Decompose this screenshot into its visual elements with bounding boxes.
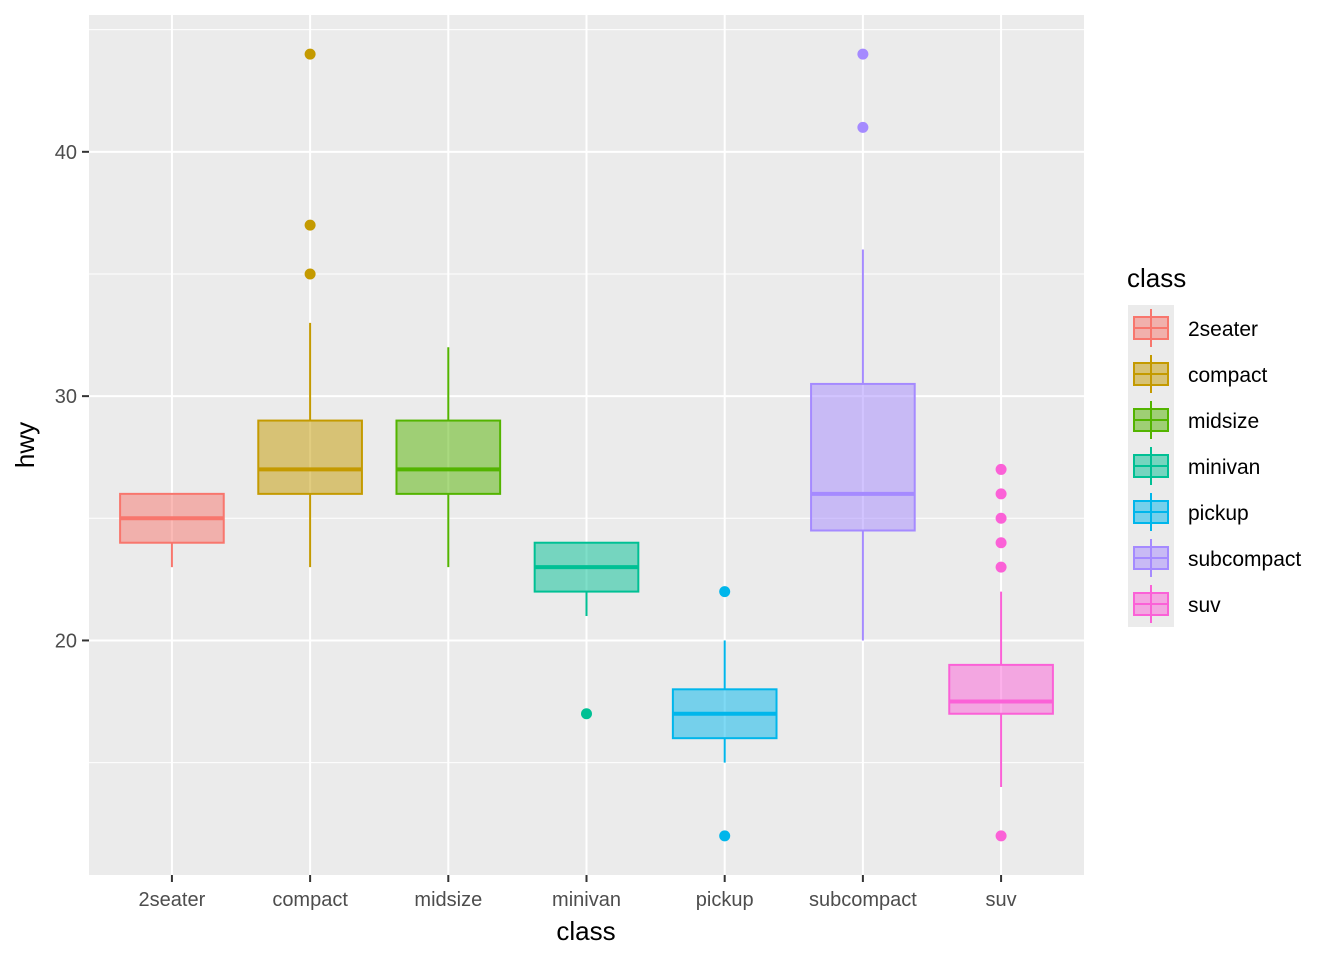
legend-title: class bbox=[1127, 263, 1186, 293]
outlier-point bbox=[304, 48, 316, 60]
legend-label: subcompact bbox=[1188, 548, 1301, 571]
x-tick-label: suv bbox=[986, 889, 1017, 911]
outlier-point bbox=[857, 121, 869, 133]
outlier-point bbox=[719, 586, 731, 598]
outlier-point bbox=[995, 463, 1007, 475]
y-tick-label: 20 bbox=[55, 630, 77, 652]
legend-label: pickup bbox=[1188, 502, 1249, 525]
outlier-point bbox=[995, 512, 1007, 524]
legend-label: 2seater bbox=[1188, 318, 1258, 341]
box-body bbox=[948, 663, 1054, 715]
box-body bbox=[257, 419, 363, 495]
outlier-point bbox=[304, 219, 316, 231]
box-minivan bbox=[533, 541, 640, 720]
outlier-point bbox=[719, 830, 731, 842]
legend-item-subcompact: subcompact bbox=[1133, 539, 1301, 577]
x-axis: 2seater compact midsize minivan pickup subcom… bbox=[139, 875, 1017, 911]
legend-label: compact bbox=[1188, 364, 1268, 387]
x-axis-title: class bbox=[556, 916, 615, 946]
x-tick-label: 2seater bbox=[139, 889, 206, 911]
boxes-layer bbox=[119, 48, 1054, 842]
legend-item-2seater: 2seater bbox=[1133, 309, 1258, 347]
legend-label: minivan bbox=[1188, 456, 1260, 479]
outlier-point bbox=[581, 708, 592, 720]
legend-item-compact: compact bbox=[1133, 355, 1268, 393]
y-axis-title: hwy bbox=[10, 422, 40, 468]
legend-item-midsize: midsize bbox=[1133, 401, 1259, 439]
box-suv bbox=[948, 463, 1054, 842]
y-tick-label: 40 bbox=[55, 142, 77, 164]
box-subcompact bbox=[810, 48, 916, 641]
outlier-point bbox=[857, 48, 869, 60]
legend-item-minivan: minivan bbox=[1133, 447, 1260, 485]
legend: class 2seater compact midsize minivan pickup… bbox=[1127, 263, 1301, 627]
y-axis: 20 30 40 bbox=[55, 142, 89, 652]
outlier-point bbox=[995, 561, 1007, 573]
box-compact bbox=[257, 48, 363, 568]
legend-item-pickup: pickup bbox=[1133, 493, 1249, 531]
legend-label: suv bbox=[1188, 594, 1221, 617]
x-tick-label: pickup bbox=[696, 889, 754, 911]
x-tick-label: subcompact bbox=[809, 889, 917, 911]
box-body bbox=[810, 382, 916, 532]
x-tick-label: minivan bbox=[552, 889, 621, 911]
box-midsize bbox=[395, 347, 502, 568]
box-pickup bbox=[671, 586, 778, 842]
legend-item-suv: suv bbox=[1133, 585, 1221, 623]
box-2seater bbox=[119, 492, 225, 568]
x-tick-label: compact bbox=[272, 889, 348, 911]
outlier-point bbox=[995, 488, 1007, 500]
legend-label: midsize bbox=[1188, 410, 1259, 433]
outlier-point bbox=[304, 268, 316, 280]
outlier-point bbox=[995, 830, 1007, 842]
y-tick-label: 30 bbox=[55, 386, 77, 408]
box-body bbox=[395, 419, 502, 495]
legend-items: 2seater compact midsize minivan pickup subcom… bbox=[1133, 309, 1301, 623]
x-tick-label: midsize bbox=[414, 889, 482, 911]
outlier-point bbox=[995, 537, 1007, 549]
